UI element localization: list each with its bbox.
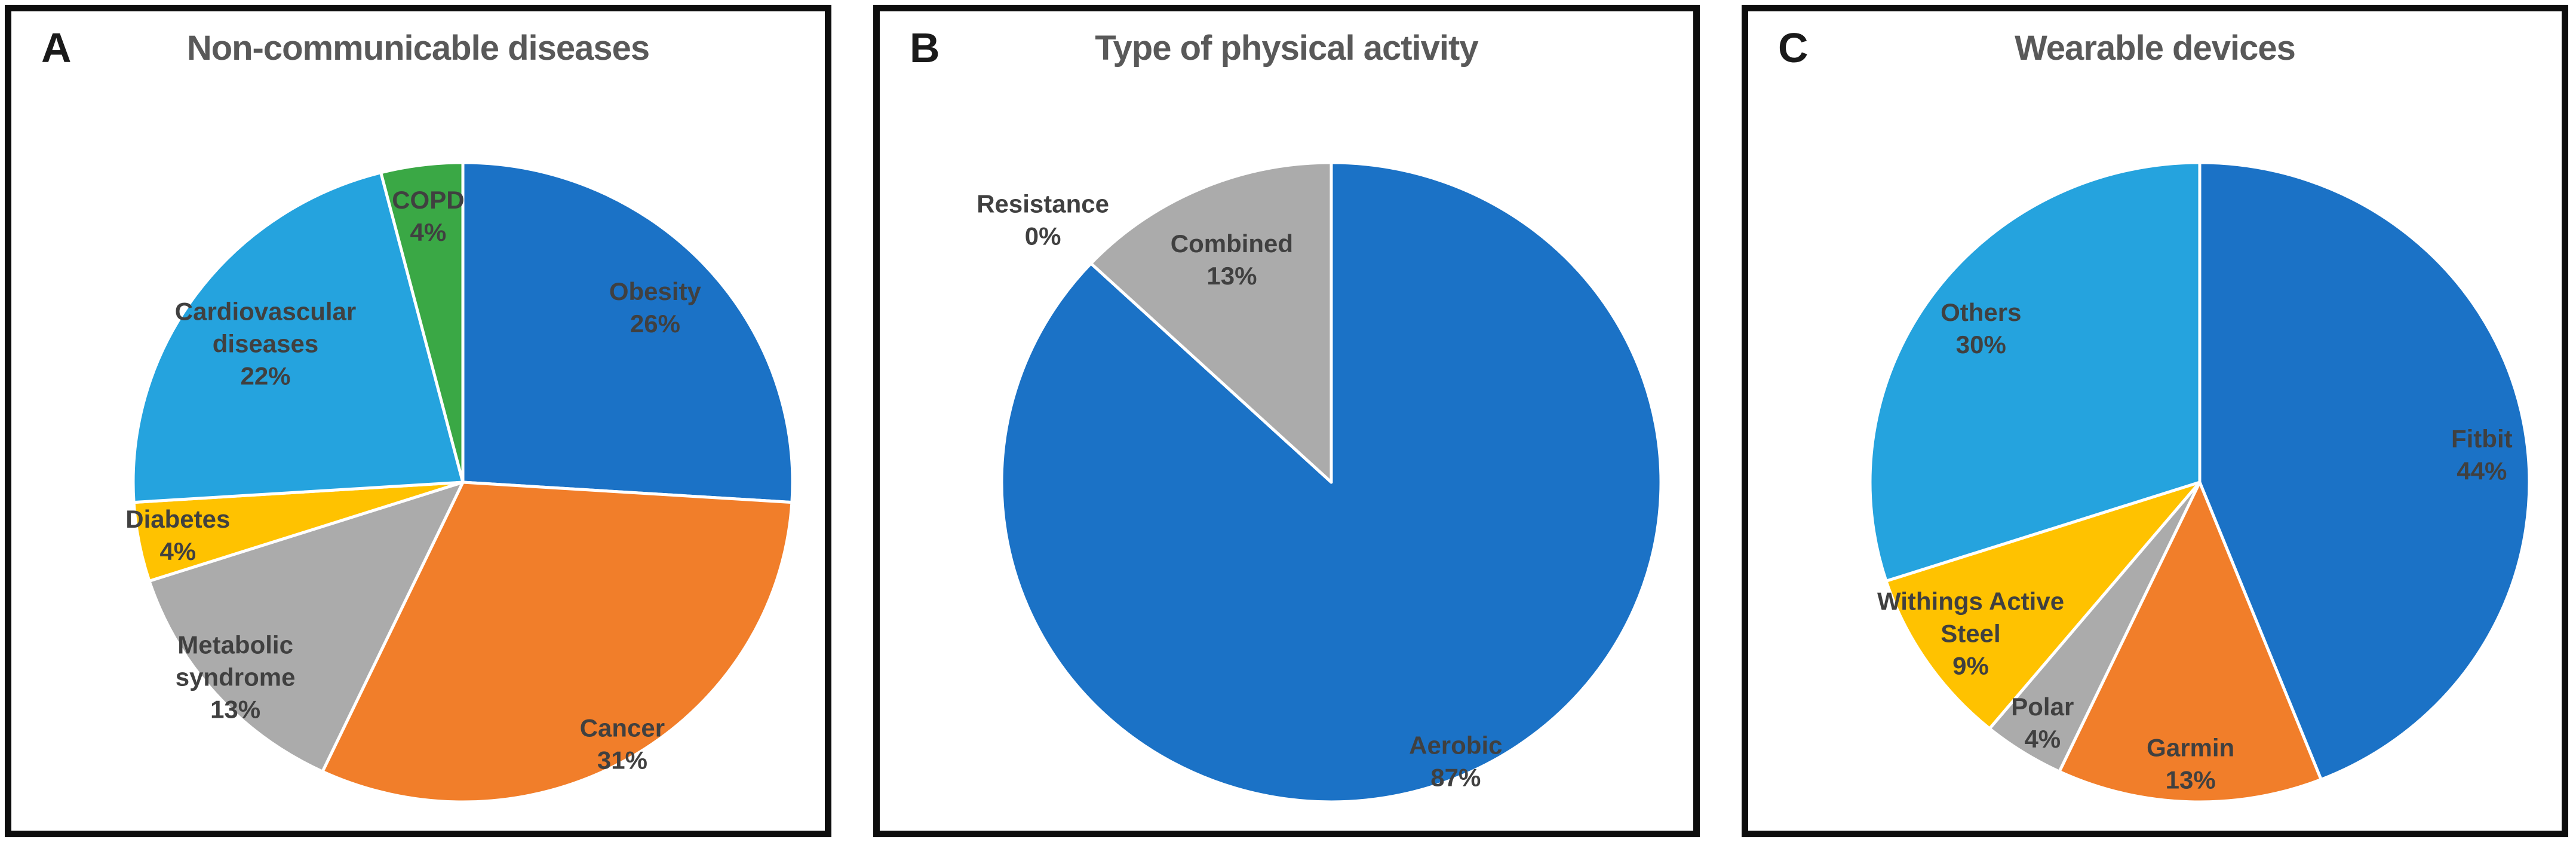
pie-chart-non-communicable-diseases: Obesity 26% Cancer 31% Metabolic syndrome 13% D…	[125, 161, 794, 804]
panel-letter-b: B	[910, 25, 940, 71]
slice-label-diabetes: Diabetes 4%	[125, 505, 230, 565]
panel-letter-a: A	[41, 25, 72, 71]
slice-label-garmin: Garmin 13%	[2147, 734, 2234, 794]
panel-a-non-communicable-diseases: A Non-communicable diseases Obesity 26% Ca…	[5, 5, 831, 837]
chart-title-c: Wearable devices	[2015, 29, 2296, 68]
slice-label-metabolic-syndrome: Metabolic syndrome 13%	[176, 631, 296, 724]
chart-title-a: Non-communicable diseases	[186, 29, 650, 68]
pie-slice-withings-active-steel	[1884, 480, 2202, 730]
pie-slice-fitbit	[2198, 161, 2531, 781]
pie-slice-garmin	[2058, 480, 2323, 804]
slice-label-aerobic: Aerobic 87%	[1409, 731, 1502, 791]
pie-slice-cancer	[321, 480, 794, 804]
slice-label-cancer: Cancer 31%	[580, 714, 665, 774]
panel-b-type-of-physical-activity: B Type of physical activity Aerobic 87% Re…	[873, 5, 1700, 837]
chart-title-b: Type of physical activity	[1095, 29, 1478, 68]
pie-slice-combined	[1089, 161, 1333, 484]
panel-letter-c: C	[1778, 25, 1809, 71]
slice-label-cardiovascular-diseases: Cardiovascular diseases 22%	[175, 297, 356, 390]
panel-c-wearable-devices: C Wearable devices Fitbit 44% Garmin 13% Pol…	[1742, 5, 2568, 837]
slice-label-fitbit: Fitbit 44%	[2451, 425, 2513, 485]
pie-slice-metabolic-syndrome	[148, 480, 465, 773]
slice-label-obesity: Obesity 26%	[609, 277, 702, 338]
pie-slice-cardiovascular-diseases	[131, 171, 465, 504]
pie-slice-obesity	[461, 161, 794, 504]
slice-label-withings-active-steel: Withings Active Steel 9%	[1877, 587, 2064, 680]
slice-label-resistance: Resistance 0%	[977, 190, 1109, 250]
slice-label-combined: Combined 13%	[1171, 229, 1293, 290]
pie-chart-wearable-devices: Fitbit 44% Garmin 13% Polar 4% Withings Active…	[1868, 161, 2531, 804]
pie-slice-others	[1868, 161, 2202, 583]
slice-label-copd: COPD 4%	[392, 186, 464, 246]
pie-chart-type-of-physical-activity: Aerobic 87% Resistance 0% Combined 13%	[977, 161, 1663, 804]
slice-label-others: Others 30%	[1941, 298, 2021, 359]
slice-label-polar: Polar 4%	[2011, 693, 2074, 753]
pie-slice-copd	[379, 161, 465, 484]
